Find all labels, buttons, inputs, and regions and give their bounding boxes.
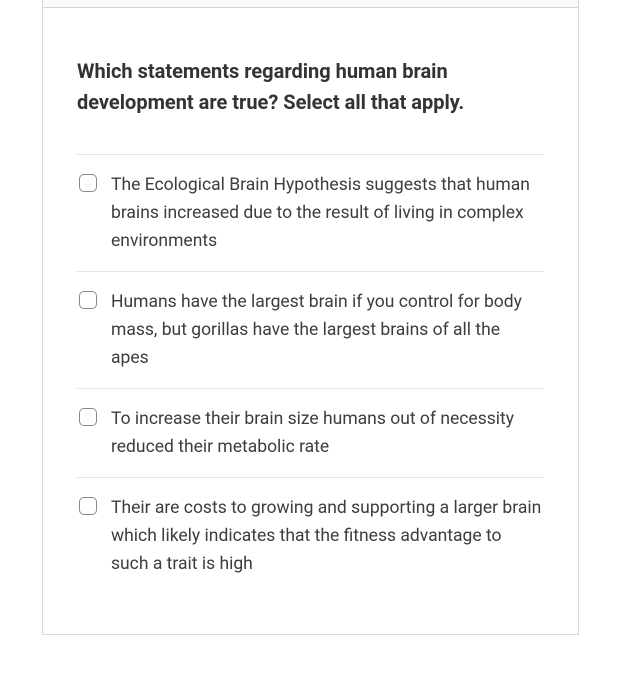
options-list: The Ecological Brain Hypothesis suggests…	[77, 154, 544, 594]
option-row[interactable]: Humans have the largest brain if you con…	[77, 272, 544, 389]
checkbox[interactable]	[79, 291, 97, 309]
option-text: The Ecological Brain Hypothesis suggests…	[111, 171, 542, 255]
option-text: Humans have the largest brain if you con…	[111, 288, 542, 372]
card-header-strip	[43, 0, 578, 8]
question-prompt: Which statements regarding human brain d…	[77, 56, 544, 118]
option-text: To increase their brain size humans out …	[111, 405, 542, 461]
option-row[interactable]: Their are costs to growing and supportin…	[77, 478, 544, 594]
checkbox[interactable]	[79, 497, 97, 515]
option-text: Their are costs to growing and supportin…	[111, 494, 542, 578]
option-row[interactable]: The Ecological Brain Hypothesis suggests…	[77, 155, 544, 272]
checkbox[interactable]	[79, 174, 97, 192]
card-content: Which statements regarding human brain d…	[43, 8, 578, 634]
checkbox[interactable]	[79, 408, 97, 426]
option-row[interactable]: To increase their brain size humans out …	[77, 389, 544, 478]
question-card: Which statements regarding human brain d…	[42, 0, 579, 635]
